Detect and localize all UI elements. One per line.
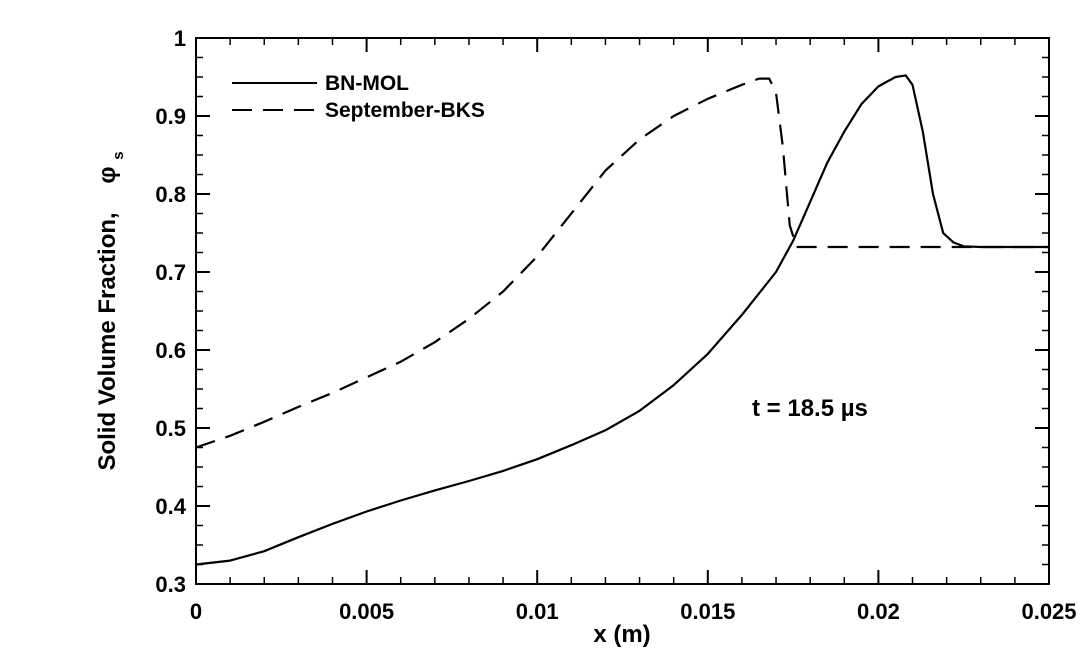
y-tick-label: 0.4 [155, 494, 186, 519]
y-axis-label: Solid Volume Fraction, φ s [94, 151, 127, 470]
series-layer [194, 74, 1051, 566]
series-line-bn-mol [194, 74, 1051, 566]
x-tick-labels: 0 0.005 0.01 0.015 0.02 0.025 [190, 599, 1077, 624]
series-line-september-bks [195, 77, 1049, 449]
y-tick-label: 0.6 [155, 338, 186, 363]
y-tick-label: 0.9 [155, 104, 186, 129]
y-tick-labels: 0.3 0.4 0.5 0.6 0.7 0.8 0.9 1 [155, 26, 186, 597]
axis-ticks [195, 37, 1050, 585]
y-tick-label: 0.7 [155, 260, 186, 285]
x-tick-label: 0.015 [680, 599, 735, 624]
y-tick-label: 1 [174, 26, 186, 51]
y-tick-label: 0.3 [155, 572, 186, 597]
y-tick-label: 0.8 [155, 182, 186, 207]
time-annotation: t = 18.5 µs [752, 395, 868, 422]
x-tick-label: 0.01 [516, 599, 559, 624]
x-tick-label: 0.025 [1021, 599, 1076, 624]
x-tick-label: 0 [190, 599, 202, 624]
x-tick-label: 0.02 [857, 599, 900, 624]
y-tick-label: 0.5 [155, 416, 186, 441]
x-tick-label: 0.005 [339, 599, 394, 624]
legend: BN-MOL September-BKS [232, 72, 485, 122]
legend-label-september-bks: September-BKS [325, 99, 485, 122]
y-axis-label-subscript: s [110, 151, 127, 159]
x-axis-label: x (m) [593, 621, 650, 648]
y-axis-label-symbol: φ [94, 166, 121, 183]
legend-label-bn-mol: BN-MOL [325, 72, 409, 95]
y-axis-label-text: Solid Volume Fraction, [94, 212, 121, 470]
